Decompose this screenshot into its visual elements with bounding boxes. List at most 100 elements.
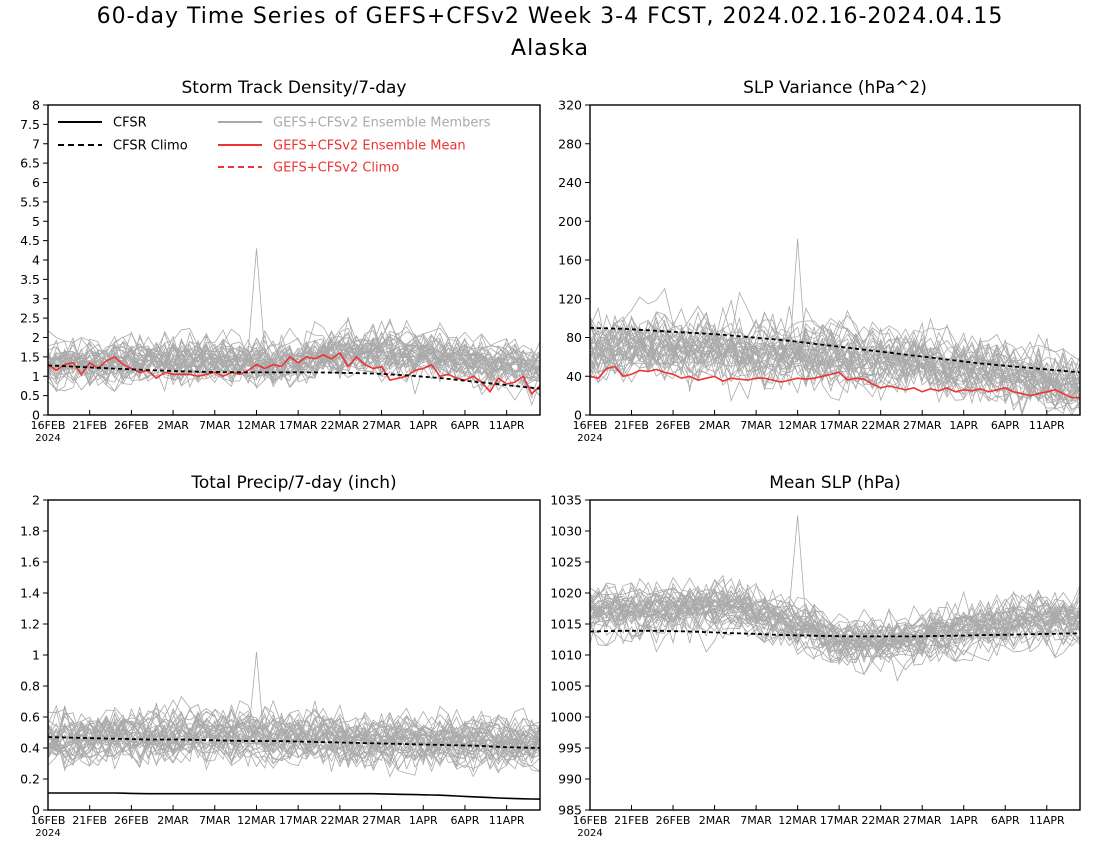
y-tick-label: 4	[32, 253, 40, 268]
x-tick-label: 17MAR	[279, 419, 318, 432]
y-tick-label: 1.2	[20, 617, 40, 632]
legend-label: GEFS+CFSv2 Climo	[273, 161, 399, 176]
x-tick-label: 6APR	[991, 419, 1020, 432]
panel-mean-slp: Mean SLP (hPa) 985 990 995 1000 1005 1010 1015 1…	[550, 473, 1081, 839]
panel-total-precip: Total Precip/7-day (inch)00.20.40.60.811…	[20, 473, 541, 839]
y-tick-label: 240	[558, 175, 582, 190]
ensemble-member-line	[589, 341, 1081, 409]
x-tick-label: 1APR	[949, 419, 978, 432]
x-tick-label: 12MAR	[237, 814, 276, 827]
legend-item-mean: GEFS+CFSv2 Ensemble Mean	[218, 139, 466, 154]
ensemble-member-line	[589, 608, 1081, 663]
plot-frame	[47, 499, 541, 811]
ensemble-member-line	[589, 601, 1081, 663]
cfsr-climo-line	[47, 364, 541, 390]
ensemble-member-line	[589, 311, 1081, 403]
ensemble-member-line	[589, 299, 1081, 382]
y-tick-label: 990	[558, 772, 582, 787]
ensemble-member-line	[47, 722, 541, 771]
legend-item-cfsr: CFSR	[58, 116, 147, 131]
x-tick-label: 7MAR	[740, 814, 772, 827]
x-tick-label: 6APR	[451, 814, 480, 827]
x-tick-label: 17MAR	[820, 814, 859, 827]
ensemble-members	[47, 651, 541, 778]
cfsr-climo-line	[47, 736, 541, 749]
y-tick-label: 1005	[550, 679, 582, 694]
x-tick-label: 2MAR	[157, 814, 189, 827]
x-tick-label: 21FEB	[614, 814, 649, 827]
y-tick-label: 6	[32, 175, 40, 190]
ensemble-member-line	[47, 338, 541, 383]
y-tick-label: 1.6	[20, 555, 40, 570]
y-tick-label: 3	[32, 291, 40, 306]
y-tick-label: 5	[32, 214, 40, 229]
panel-title: Total Precip/7-day (inch)	[190, 473, 396, 493]
x-tick-label: 26FEB	[114, 814, 149, 827]
x-tick-label: 16FEB	[573, 419, 608, 432]
cfsr-line	[48, 792, 541, 800]
y-tick-label: 0.2	[20, 772, 40, 787]
ensemble-member-line	[589, 327, 1081, 402]
x-tick-label: 2MAR	[157, 419, 189, 432]
legend-label: GEFS+CFSv2 Ensemble Members	[273, 116, 491, 131]
x-tick-label: 1APR	[409, 419, 438, 432]
x-tick-label: 22MAR	[861, 814, 900, 827]
y-tick-label: 160	[558, 253, 582, 268]
ensemble-member-line	[589, 591, 1081, 659]
ensemble-member-line	[589, 606, 1081, 676]
ensemble-member-line	[47, 699, 541, 753]
y-tick-label: 320	[558, 98, 582, 113]
ensemble-member-line	[589, 577, 1081, 649]
ensemble-member-line	[47, 716, 541, 766]
x-tick-label: 21FEB	[614, 419, 649, 432]
y-tick-label: 6.5	[20, 156, 40, 171]
x-tick-label: 21FEB	[72, 419, 107, 432]
x-tick-label: 2MAR	[699, 419, 731, 432]
ensemble-member-line	[47, 345, 541, 384]
y-tick-label: 40	[566, 369, 582, 384]
x-tick-label: 22MAR	[321, 814, 360, 827]
ensemble-member-line	[589, 323, 1081, 411]
x-tick-label: 17MAR	[820, 419, 859, 432]
x-tick-label: 11APR	[1029, 419, 1065, 432]
panel-title: Storm Track Density/7-day	[182, 78, 407, 98]
x-tick-label: 11APR	[489, 419, 525, 432]
cfsr-climo-line	[589, 326, 1081, 374]
x-tick-label: 27MAR	[362, 814, 401, 827]
y-tick-label: 280	[558, 136, 582, 151]
y-tick-label: 8	[32, 98, 40, 113]
y-tick-label: 1020	[550, 586, 582, 601]
y-tick-label: 2	[32, 330, 40, 345]
ensemble-member-line	[47, 330, 541, 376]
ensemble-member-line	[47, 699, 541, 745]
ensemble-mean-line	[47, 351, 541, 396]
y-tick-label: 995	[558, 741, 582, 756]
ensemble-member-line	[589, 580, 1081, 649]
x-tick-label: 11APR	[489, 814, 525, 827]
legend-item-members: GEFS+CFSv2 Ensemble Members	[218, 116, 491, 131]
y-tick-label: 1025	[550, 555, 582, 570]
legend-item-gefs-climo: GEFS+CFSv2 Climo	[218, 161, 399, 176]
panel-title: SLP Variance (hPa^2)	[743, 78, 927, 98]
y-tick-label: 0	[574, 408, 582, 423]
y-tick-label: 0.8	[20, 679, 40, 694]
ensemble-member-line	[47, 704, 541, 745]
x-tick-label: 27MAR	[903, 814, 942, 827]
y-tick-label: 0.6	[20, 710, 40, 725]
y-tick-label: 120	[558, 291, 582, 306]
y-tick-label: 0.5	[20, 388, 40, 403]
panel-slp-variance: SLP Variance (hPa^2) 0 40 80 120 160 200 240 280…	[558, 78, 1081, 444]
ensemble-member-line	[47, 700, 541, 763]
x-tick-label: 16FEB	[31, 814, 66, 827]
ensemble-member-line	[589, 585, 1081, 649]
y-tick-label: 0.4	[20, 741, 40, 756]
ensemble-member-line	[589, 334, 1081, 401]
x-year-label: 2024	[577, 828, 602, 839]
y-tick-label: 5.5	[20, 194, 40, 209]
ensemble-member-line	[589, 314, 1081, 383]
x-year-label: 2024	[35, 828, 60, 839]
y-tick-label: 4.5	[20, 233, 40, 248]
y-tick-label: 7.5	[20, 117, 40, 132]
